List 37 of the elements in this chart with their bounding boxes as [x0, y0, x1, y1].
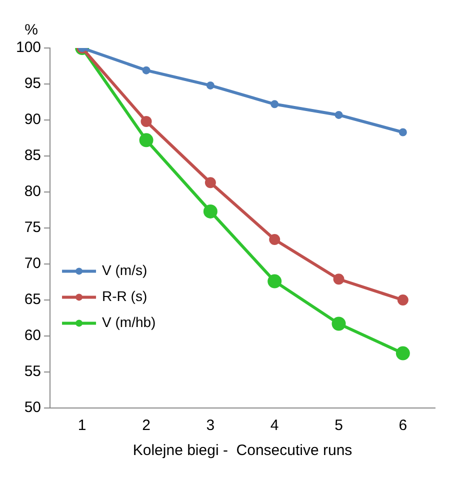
- x-tick-label: 4: [270, 417, 279, 434]
- point: [397, 294, 408, 306]
- x-tick-label: 5: [334, 417, 343, 434]
- legend-label: V (m/hb): [102, 314, 156, 330]
- y-tick-label: 85: [24, 147, 42, 164]
- y-tick-label: 60: [24, 327, 42, 344]
- y-tick-label: 80: [24, 183, 42, 200]
- point: [204, 177, 216, 188]
- y-tick-label: 75: [24, 219, 42, 236]
- point: [398, 128, 407, 136]
- point: [268, 274, 282, 288]
- legend-label: V (m/s): [102, 262, 148, 278]
- y-tick-label: 70: [24, 255, 42, 272]
- point: [140, 116, 152, 127]
- point: [269, 234, 280, 246]
- x-tick-label: 6: [398, 417, 408, 434]
- y-tick-label: 100: [16, 39, 42, 56]
- point: [334, 110, 343, 119]
- y-tick-label: 50: [24, 399, 42, 416]
- point: [203, 204, 218, 218]
- x-axis-title: Kolejne biegi - Consecutive runs: [132, 442, 352, 460]
- point: [333, 274, 344, 285]
- y-axis-title: %: [24, 22, 38, 39]
- y-tick-label: 55: [24, 363, 42, 380]
- x-tick-label: 2: [142, 417, 150, 434]
- point: [396, 346, 410, 360]
- x-tick-label: 3: [206, 417, 215, 434]
- y-tick-label: 65: [24, 291, 42, 308]
- point: [270, 100, 279, 108]
- y-tick-label: 90: [24, 111, 42, 128]
- y-tick-label: 95: [24, 75, 42, 92]
- point: [332, 316, 346, 331]
- legend-label: R-R (s): [102, 288, 148, 304]
- point: [142, 66, 150, 74]
- point: [139, 133, 154, 148]
- x-tick-label: 1: [78, 417, 86, 434]
- point: [206, 81, 214, 90]
